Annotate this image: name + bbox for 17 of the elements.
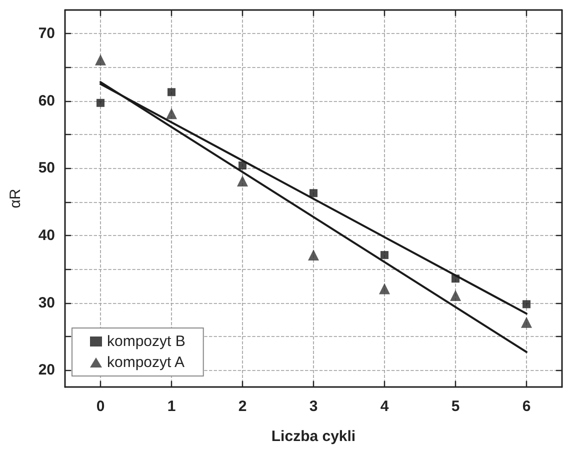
y-tick-label: 50 [38,160,55,177]
x-tick-label: 1 [167,398,176,415]
y-tick-label: 40 [38,227,55,244]
y-tick-label: 70 [38,25,55,42]
legend-label: kompozyt A [107,354,185,371]
x-tick-label: 5 [451,398,460,415]
legend-label: kompozyt B [107,333,186,350]
x-tick-label: 0 [96,398,105,415]
x-tick-label: 3 [309,398,318,415]
x-tick-label: 6 [522,398,531,415]
x-tick-label: 2 [238,398,247,415]
x-tick-label: 4 [380,398,390,415]
y-tick-label: 30 [38,294,55,312]
y-axis-title: αR [7,188,24,208]
x-axis-title: Liczba cykli [271,428,356,445]
y-tick-label: 60 [38,92,55,110]
y-tick-label: 20 [38,362,55,379]
